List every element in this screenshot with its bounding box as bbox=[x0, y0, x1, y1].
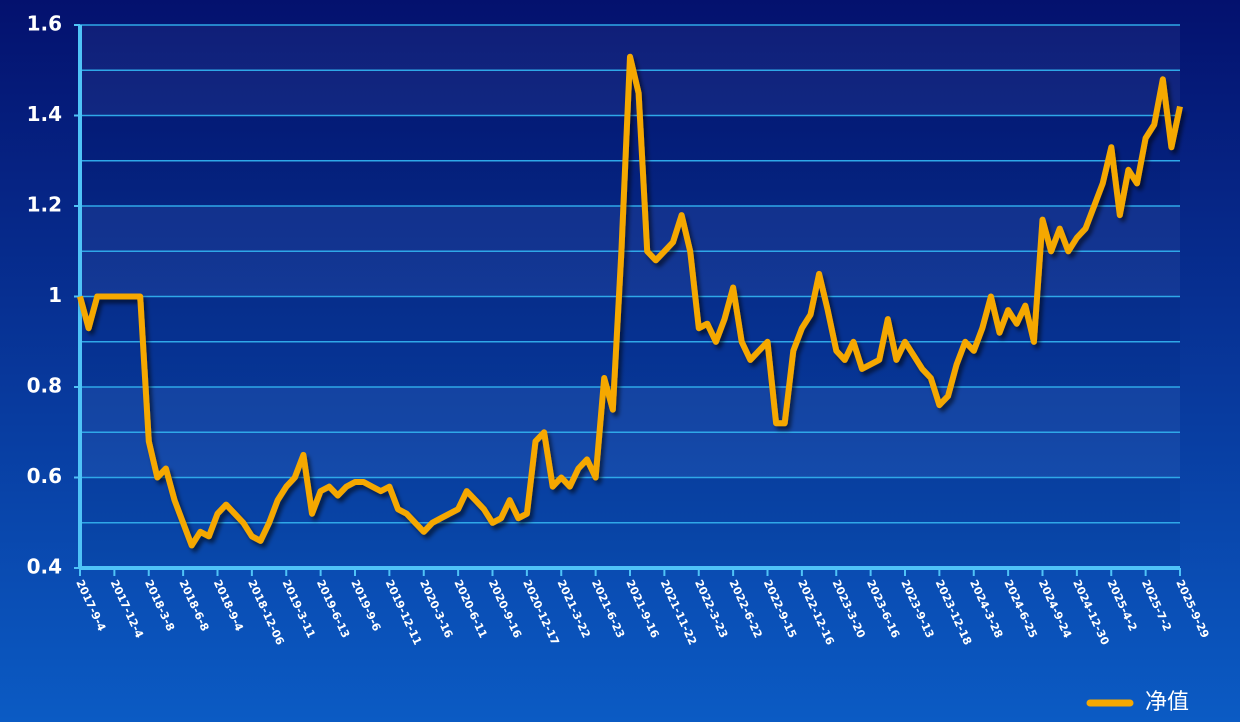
y-tick-label: 0.6 bbox=[27, 464, 62, 488]
y-tick-label: 0.4 bbox=[27, 555, 62, 579]
y-tick-label: 1 bbox=[48, 283, 62, 307]
y-tick-label: 1.2 bbox=[27, 193, 62, 217]
y-tick-label: 1.4 bbox=[27, 102, 62, 126]
y-tick-label: 1.6 bbox=[27, 12, 62, 36]
y-tick-label: 0.8 bbox=[27, 374, 62, 398]
legend-label: 净值 bbox=[1145, 690, 1189, 715]
line-series bbox=[77, 53, 1183, 549]
